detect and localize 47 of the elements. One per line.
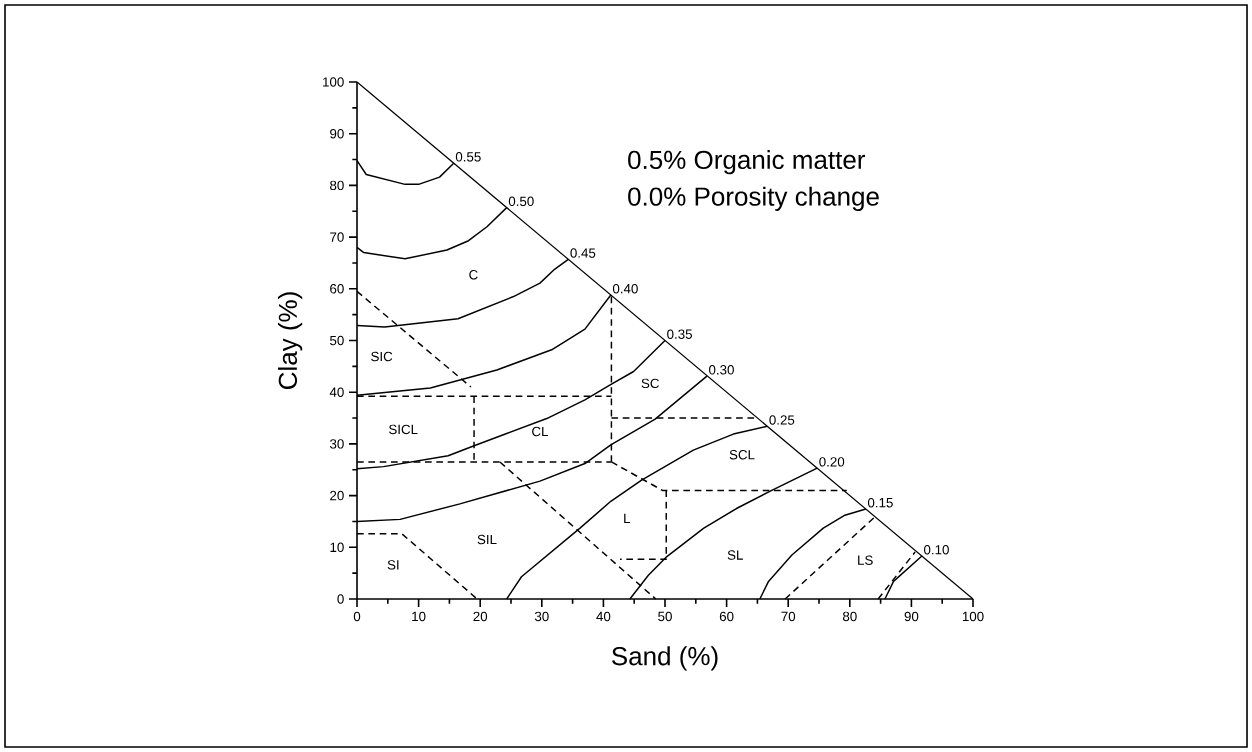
annotation: SICL	[388, 424, 418, 435]
series-label: 0.20	[819, 457, 845, 467]
y-tick-label: 30	[329, 439, 344, 449]
x-axis-title: Sand (%)	[611, 646, 718, 671]
annotation: L	[624, 513, 631, 523]
y-tick-label: 10	[330, 542, 344, 552]
y-tick-label: 0	[337, 594, 344, 604]
annotation: SC	[641, 378, 659, 389]
y-tick-label: 100	[323, 77, 344, 87]
series-label: 0.55	[455, 152, 481, 162]
series-label: 0.40	[612, 283, 638, 294]
x-tick-label: 60	[719, 611, 734, 622]
annotation: SIL	[477, 534, 497, 545]
x-tick-label: 100	[962, 611, 984, 622]
annotation: 0.5% Organic matter	[628, 150, 866, 175]
y-axis-title: Clay (%)	[277, 292, 303, 390]
x-tick-label: 90	[904, 611, 919, 622]
series-label: 0.45	[570, 248, 596, 258]
x-tick-label: 70	[781, 611, 796, 622]
x-tick-label: 30	[534, 611, 549, 622]
series-label: 0.15	[867, 497, 893, 508]
series-label: 0.35	[667, 329, 692, 339]
annotation: 0.0% Porosity change	[628, 186, 879, 211]
y-tick-label: 70	[330, 232, 344, 242]
x-tick-label: 20	[473, 611, 488, 622]
x-tick-label: 0	[353, 611, 361, 622]
annotation: SIC	[371, 351, 393, 362]
x-tick-label: 80	[842, 611, 857, 622]
series-label: 0.25	[769, 415, 795, 425]
y-tick-label: 80	[330, 180, 344, 191]
annotation: SI	[387, 560, 399, 570]
series-label: 0.10	[924, 545, 949, 555]
y-tick-label: 40	[329, 387, 344, 397]
annotation: CL	[532, 426, 549, 437]
x-tick-label: 10	[412, 611, 426, 622]
annotation: LS	[858, 555, 873, 565]
y-tick-label: 60	[330, 284, 344, 294]
y-tick-label: 20	[330, 490, 344, 501]
series-label: 0.30	[709, 365, 734, 375]
annotation: SCL	[729, 450, 755, 460]
series-label: 0.50	[508, 196, 534, 207]
annotation: C	[469, 270, 478, 280]
x-tick-label: 40	[596, 611, 611, 622]
y-tick-label: 90	[330, 128, 344, 139]
y-tick-label: 50	[330, 335, 344, 346]
x-tick-label: 50	[658, 611, 672, 622]
annotation: SL	[727, 550, 743, 560]
